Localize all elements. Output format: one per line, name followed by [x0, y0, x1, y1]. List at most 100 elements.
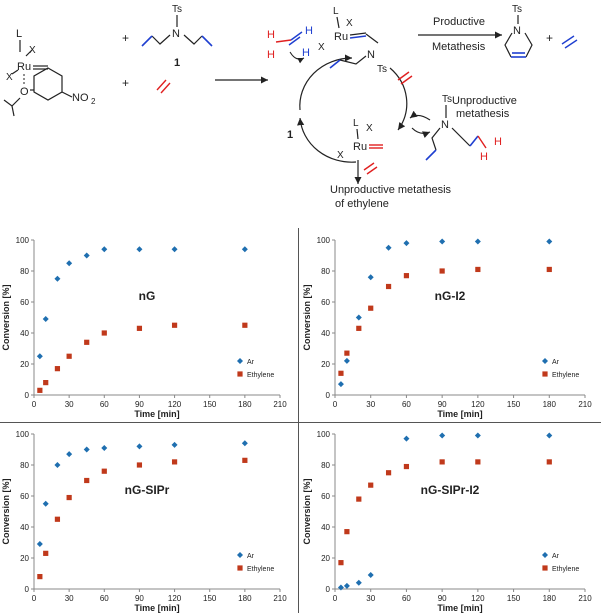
panel-divider-vertical: [298, 228, 299, 613]
y-tick-label: 80: [321, 461, 330, 470]
data-point-ethylene: [403, 463, 410, 470]
x-label: X: [318, 42, 325, 53]
data-point-ethylene: [101, 330, 107, 336]
data-point-ethylene: [66, 494, 72, 501]
x-tick-label: 210: [578, 400, 592, 409]
data-point-ethylene: [403, 273, 410, 279]
data-point-ethylene: [66, 353, 72, 359]
x-label: X: [337, 150, 344, 161]
legend-label: Ethylene: [247, 372, 274, 379]
x-tick-label: 180: [543, 400, 557, 409]
ruthenium-label: Ru: [17, 61, 31, 73]
data-point-ar: [42, 316, 49, 323]
y-tick-label: 0: [326, 585, 331, 594]
data-point-ethylene: [43, 380, 49, 386]
data-point-ethylene: [171, 459, 178, 465]
legend-label: Ar: [247, 553, 255, 560]
data-point-ar: [367, 274, 374, 281]
ruthenium-label: Ru: [334, 31, 348, 43]
tosyl-label: Ts: [442, 94, 452, 105]
metathesis-label: Metathesis: [432, 41, 486, 53]
data-point-ethylene: [43, 550, 49, 556]
x-tick-label: 30: [366, 594, 375, 603]
data-point-ar: [385, 244, 392, 251]
data-point-ar: [171, 441, 178, 448]
hydrogen-label: H: [494, 136, 502, 148]
series-ar: [36, 440, 248, 548]
x-tick-label: 150: [507, 400, 521, 409]
legend-marker: [542, 565, 548, 571]
data-point-ar: [54, 462, 61, 468]
data-point-ar: [546, 238, 553, 245]
reaction-scheme: L X Ru X O NO 2 + + Ts N 1: [3, 4, 578, 210]
data-point-ethylene: [37, 574, 43, 580]
data-point-ethylene: [338, 370, 344, 376]
unproductive-label: metathesis: [456, 108, 510, 120]
legend-marker: [237, 358, 243, 364]
x-tick-label: 210: [273, 400, 287, 409]
data-point-ethylene: [54, 366, 61, 372]
x-axis-label: Time [min]: [134, 603, 179, 613]
unproductive-ethylene-label: of ethylene: [335, 198, 389, 210]
x-tick-label: 120: [168, 594, 182, 603]
legend-label: Ar: [552, 359, 560, 366]
y-axis-label: Conversion [%]: [1, 478, 11, 544]
hydrogen-label: H: [302, 47, 310, 59]
y-tick-label: 40: [20, 329, 29, 338]
nitrogen-label: N: [513, 25, 521, 37]
data-point-ar: [337, 381, 344, 388]
catalytic-cycle: 1 H H H H L X Ru X N Ts L X Ru X: [267, 6, 408, 184]
data-point-ar: [101, 246, 108, 253]
ethylene-structure: [156, 79, 171, 94]
y-tick-label: 20: [321, 554, 330, 563]
series-ethylene: [37, 457, 248, 580]
y-axis-label: Conversion [%]: [1, 284, 11, 350]
y-tick-label: 80: [321, 267, 330, 276]
legend-label: Ethylene: [552, 566, 579, 573]
y-axis-label: Conversion [%]: [302, 284, 312, 350]
x-tick-label: 30: [65, 594, 74, 603]
nitrogen-label: N: [367, 49, 375, 61]
data-point-ar: [136, 246, 143, 253]
data-point-ethylene: [136, 462, 143, 468]
data-point-ethylene: [242, 322, 248, 328]
x-axis-label: Time [min]: [437, 409, 482, 419]
x-tick-label: 180: [238, 594, 252, 603]
data-point-ethylene: [385, 283, 392, 290]
x-tick-label: 90: [438, 400, 447, 409]
data-point-ethylene: [439, 268, 445, 274]
y-tick-label: 0: [25, 391, 30, 400]
compound-number: 1: [174, 57, 180, 69]
legend-marker: [237, 371, 243, 377]
legend-label: Ethylene: [552, 372, 579, 379]
data-point-ar: [343, 357, 350, 364]
x-tick-label: 30: [366, 400, 375, 409]
ligand-label: L: [353, 118, 359, 129]
data-point-ar: [101, 444, 108, 451]
x-tick-label: 0: [333, 400, 338, 409]
data-point-ethylene: [356, 496, 362, 502]
x-tick-label: 30: [65, 400, 74, 409]
data-point-ethylene: [84, 477, 90, 484]
series-ar: [337, 238, 553, 388]
data-point-ar: [241, 246, 248, 253]
chart-panel-nG: 0 20 40 60 80 100 0 30 60 90 120 150 180 210 Time [min…: [1, 236, 287, 419]
nitrogen-label: N: [441, 119, 449, 131]
data-point-ethylene: [242, 457, 248, 463]
hydrogen-label: H: [267, 29, 275, 41]
data-point-ethylene: [546, 459, 552, 465]
tosyl-label: Ts: [377, 64, 387, 75]
x-tick-label: 0: [32, 400, 37, 409]
data-point-ar: [36, 541, 43, 548]
series-ethylene: [338, 459, 552, 566]
data-point-ethylene: [475, 266, 481, 273]
y-tick-label: 60: [20, 492, 29, 501]
y-tick-label: 100: [317, 236, 331, 245]
data-point-ar: [83, 252, 90, 259]
x-axis-label: Time [min]: [134, 409, 179, 419]
data-point-ar: [474, 432, 481, 439]
hydrogen-label: H: [305, 25, 313, 37]
nitrogen-label: N: [172, 28, 180, 40]
chart-panel-nG-SIPr-I2: 0 20 40 60 80 100 0 30 60 90 120 150 180 210 Time [min…: [302, 430, 592, 613]
x-tick-label: 120: [471, 400, 485, 409]
